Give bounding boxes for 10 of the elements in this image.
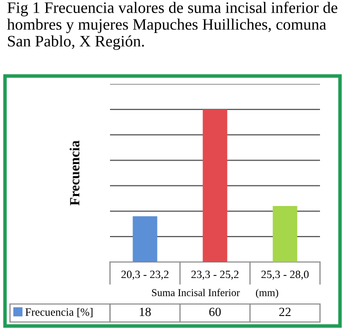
x-axis-title: Suma Incisal Inferior (mm) <box>152 288 278 298</box>
data-label: 18 <box>140 308 151 316</box>
data-label: 22 <box>279 308 291 316</box>
x-tick-label: 20,3 - 23,2 <box>121 270 168 280</box>
y-axis-title: Frecuencia <box>70 140 80 206</box>
chart-title: Fig 1 Frecuencia valores de suma incisal inferior de hombres y mujeres Mapuches Huilliches, comuna San Pablo, X Región. <box>7 2 338 50</box>
legend-label: Frecuencia [%] <box>25 308 92 318</box>
data-label: 60 <box>209 308 221 316</box>
x-tick-label: 25,3 - 28,0 <box>261 270 309 280</box>
x-tick-label: 23,3 - 25,2 <box>191 270 238 280</box>
